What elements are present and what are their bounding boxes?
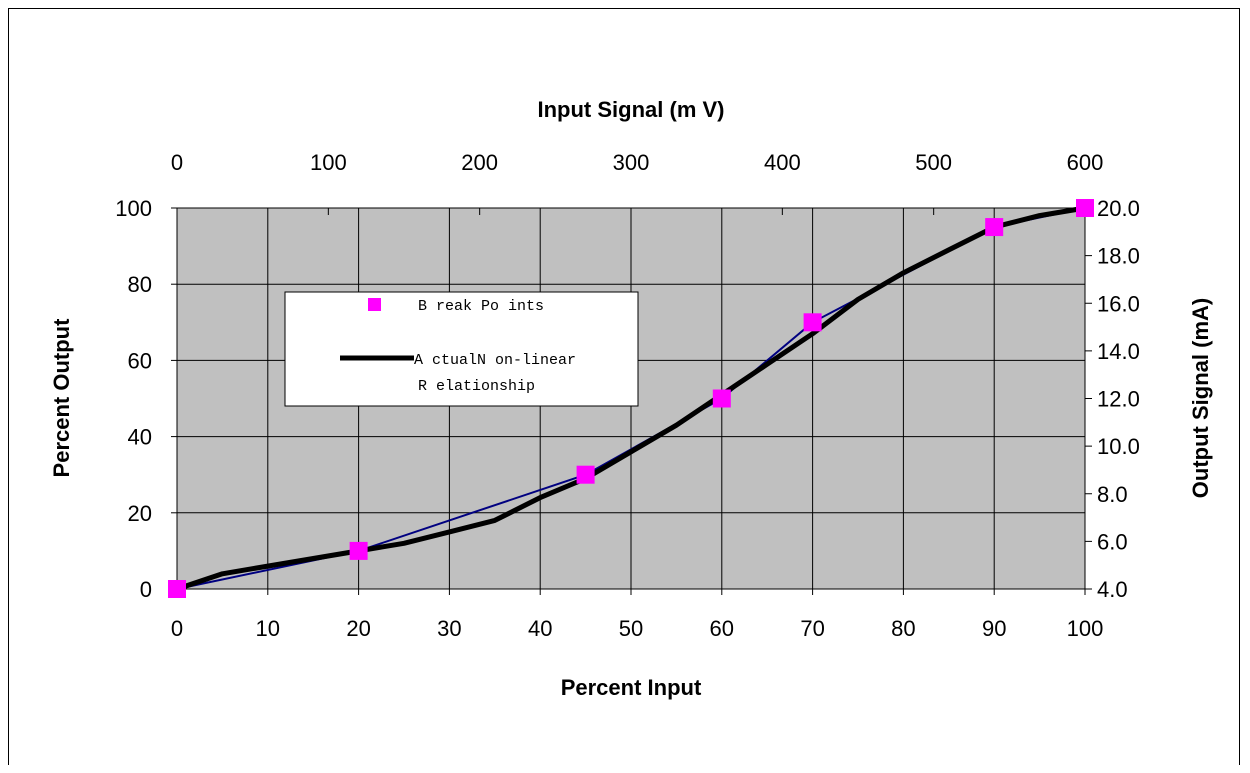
y-left-tick-label: 60 xyxy=(128,348,152,373)
x-bottom-tick-label: 80 xyxy=(891,616,915,641)
x-bottom-tick-label: 0 xyxy=(171,616,183,641)
x-bottom-tick-label: 20 xyxy=(346,616,370,641)
x-top-tick-label: 500 xyxy=(915,150,952,175)
x-top-tick-label: 100 xyxy=(310,150,347,175)
y-right-title: Output Signal (mA) xyxy=(1188,298,1213,498)
y-right-tick-label: 6.0 xyxy=(1097,529,1128,554)
x-bottom-tick-label: 10 xyxy=(256,616,280,641)
y-left-title: Percent Output xyxy=(49,318,74,478)
y-right-tick-label: 10.0 xyxy=(1097,434,1140,459)
x-bottom-tick-label: 50 xyxy=(619,616,643,641)
legend-actual-label-line2: R elationship xyxy=(418,378,535,395)
ticks xyxy=(171,207,1092,595)
x-top-tick-label: 0 xyxy=(171,150,183,175)
legend-actual-label-line1: A ctualN on-linear xyxy=(414,352,576,369)
breakpoint-marker xyxy=(349,541,368,560)
breakpoint-marker xyxy=(576,465,595,484)
y-right-tick-label: 20.0 xyxy=(1097,196,1140,221)
x-bottom-tick-label: 90 xyxy=(982,616,1006,641)
y-left-tick-label: 100 xyxy=(115,196,152,221)
breakpoint-marker xyxy=(985,218,1004,237)
y-right-tick-label: 4.0 xyxy=(1097,577,1128,602)
x-bottom-tick-label: 70 xyxy=(800,616,824,641)
y-right-tick-label: 18.0 xyxy=(1097,244,1140,269)
breakpoint-marker xyxy=(712,389,731,408)
x-top-tick-label: 200 xyxy=(461,150,498,175)
tick-labels: 0 10 20 30 40 50 60 70 80 90 100 0 20 40 60 80 100 0 100 20… xyxy=(115,150,1140,641)
legend-breakpoint-swatch xyxy=(368,298,381,311)
y-right-tick-label: 12.0 xyxy=(1097,387,1140,412)
legend-box xyxy=(284,291,639,407)
series xyxy=(168,199,1094,598)
legend-breakpoint-label: B reak Po ints xyxy=(418,298,544,315)
x-top-tick-label: 300 xyxy=(613,150,650,175)
x-top-tick-label: 600 xyxy=(1067,150,1104,175)
x-top-title: Input Signal (m V) xyxy=(538,97,725,122)
y-left-tick-label: 0 xyxy=(140,577,152,602)
y-right-tick-label: 14.0 xyxy=(1097,339,1140,364)
actual-nonlinear-line xyxy=(174,205,1088,592)
x-bottom-tick-label: 40 xyxy=(528,616,552,641)
y-left-tick-label: 20 xyxy=(128,501,152,526)
x-bottom-tick-label: 60 xyxy=(710,616,734,641)
y-left-tick-label: 40 xyxy=(128,425,152,450)
breakpoint-marker xyxy=(803,313,822,332)
y-right-tick-label: 16.0 xyxy=(1097,291,1140,316)
breakpoint-marker xyxy=(168,580,186,598)
x-bottom-tick-label: 100 xyxy=(1067,616,1104,641)
y-right-tick-label: 8.0 xyxy=(1097,482,1128,507)
x-top-tick-label: 400 xyxy=(764,150,801,175)
legend: B reak Po ints A ctualN on-linear R elat… xyxy=(284,291,639,407)
x-bottom-title: Percent Input xyxy=(561,675,702,700)
y-left-tick-label: 80 xyxy=(128,272,152,297)
breakpoint-marker xyxy=(1076,199,1094,217)
x-bottom-tick-label: 30 xyxy=(437,616,461,641)
